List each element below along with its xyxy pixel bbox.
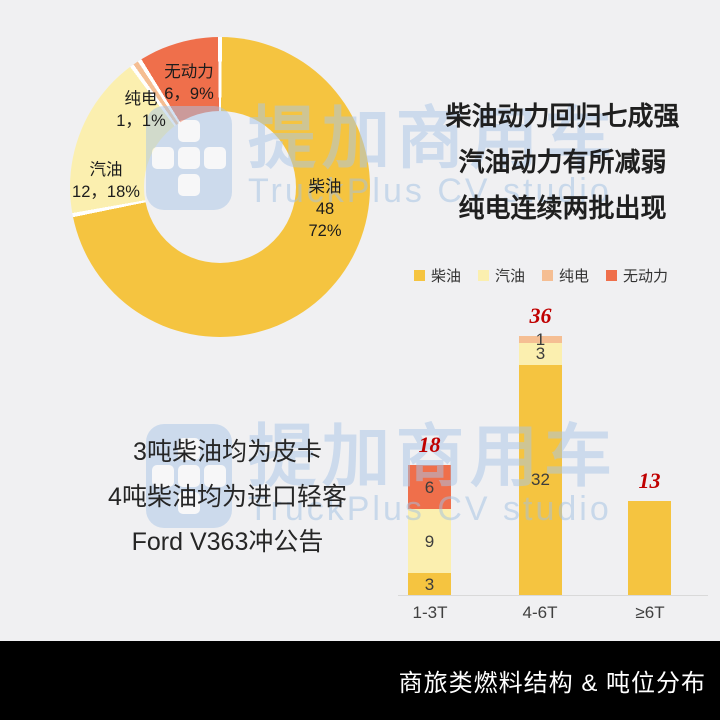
category-label: ≥6T <box>635 603 665 622</box>
legend-item-gasoline: 汽油 <box>478 265 525 286</box>
bar-segment-electric: 1 <box>519 331 562 348</box>
bar-segment-label: 1 <box>535 329 546 349</box>
bar-segment-gasoline: 3 <box>519 343 562 365</box>
legend-swatch-icon <box>414 270 425 281</box>
bar-1-3t: 3 9 6 <box>408 465 451 595</box>
legend-swatch-icon <box>606 270 618 281</box>
bar-4-6t: 32 3 1 <box>519 331 562 595</box>
bar-segment-label: 9 <box>424 531 435 551</box>
legend-label: 柴油 <box>431 268 462 285</box>
bar-segment-label: 32 <box>531 470 550 490</box>
legend-item-nopower: 无动力 <box>606 265 668 286</box>
category-label: 1-3T <box>412 603 448 622</box>
bar-segment-diesel <box>628 501 671 595</box>
note-line: Ford V363冲公告 <box>131 528 324 556</box>
headline-line: 柴油动力回归七成强 <box>445 101 680 131</box>
legend-label: 无动力 <box>623 268 669 285</box>
bar-segment-label: 6 <box>424 477 435 497</box>
legend-swatch-icon <box>542 270 554 281</box>
legend: 柴油 汽油 纯电 无动力 <box>414 265 668 286</box>
footer-bar: 商旅类燃料结构 & 吨位分布 <box>0 641 720 720</box>
headline-line: 汽油动力有所减弱 <box>458 147 667 177</box>
bar-segment-label: 3 <box>535 344 546 364</box>
donut-label-diesel: 柴油 48 72% <box>308 178 342 240</box>
bar-segment-diesel: 3 <box>408 573 451 595</box>
note-line: 4吨柴油均为进口轻客 <box>108 483 347 511</box>
x-axis-line <box>398 595 708 596</box>
category-label: 4-6T <box>522 603 558 622</box>
bar-segment-gasoline: 9 <box>408 508 451 574</box>
legend-label: 纯电 <box>559 268 590 285</box>
headline-line: 纯电连续两批出现 <box>458 193 667 223</box>
legend-item-diesel: 柴油 <box>414 265 461 286</box>
bar-ge6t <box>628 501 671 595</box>
headline-text: 柴油动力回归七成强 汽油动力有所减弱 纯电连续两批出现 <box>420 93 705 231</box>
legend-item-electric: 纯电 <box>542 265 589 286</box>
bar-total-label: 13 <box>638 468 661 494</box>
donut-label-nopower: 无动力 6，9% <box>164 63 214 103</box>
bar-total-label: 18 <box>418 432 441 458</box>
legend-label: 汽油 <box>495 268 526 285</box>
bar-segment-label: 3 <box>424 574 435 594</box>
footer-title: 商旅类燃料结构 & 吨位分布 <box>398 670 706 697</box>
bar-total-label: 36 <box>529 302 552 328</box>
legend-swatch-icon <box>478 270 490 281</box>
bar-segment-nopower: 6 <box>408 465 451 509</box>
bar-segment-diesel: 32 <box>519 364 562 595</box>
donut-label-gasoline: 汽油 12，18% <box>72 161 140 201</box>
note-line: 3吨柴油均为皮卡 <box>133 438 322 466</box>
note-text: 3吨柴油均为皮卡 4吨柴油均为进口轻客 Ford V363冲公告 <box>70 430 385 565</box>
